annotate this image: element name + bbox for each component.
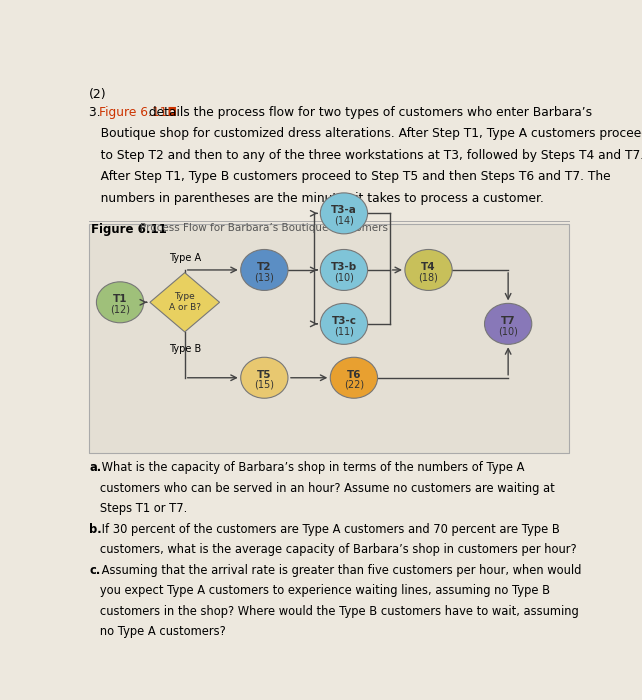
Text: Type A: Type A — [169, 253, 201, 263]
Text: After Step T1, Type B customers proceed to Step T5 and then Steps T6 and T7. The: After Step T1, Type B customers proceed … — [89, 170, 611, 183]
Text: 3.: 3. — [89, 106, 105, 118]
Text: (11): (11) — [334, 326, 354, 336]
Text: numbers in parentheses are the minutes it takes to process a customer.: numbers in parentheses are the minutes i… — [89, 192, 544, 205]
Text: (12): (12) — [110, 304, 130, 314]
Text: (13): (13) — [254, 272, 274, 282]
Text: customers, what is the average capacity of Barbara’s shop in customers per hour?: customers, what is the average capacity … — [89, 543, 577, 556]
Text: Figure 6.11◘: Figure 6.11◘ — [99, 106, 177, 118]
Text: c.: c. — [89, 564, 100, 577]
Text: to Step T2 and then to any of the three workstations at T3, followed by Steps T4: to Step T2 and then to any of the three … — [89, 148, 642, 162]
Text: (14): (14) — [334, 216, 354, 225]
Text: (2): (2) — [89, 88, 107, 101]
Ellipse shape — [485, 303, 532, 344]
Text: Type
A or B?: Type A or B? — [169, 292, 201, 312]
Text: Type B: Type B — [169, 344, 201, 354]
Text: (10): (10) — [334, 272, 354, 282]
Text: T7: T7 — [501, 316, 516, 326]
Ellipse shape — [405, 249, 452, 290]
Text: T6: T6 — [347, 370, 361, 379]
Ellipse shape — [96, 282, 144, 323]
Text: T3-b: T3-b — [331, 262, 357, 272]
Polygon shape — [150, 272, 220, 332]
Text: T3-c: T3-c — [331, 316, 356, 326]
Text: If 30 percent of the customers are Type A customers and 70 percent are Type B: If 30 percent of the customers are Type … — [98, 523, 560, 536]
Text: customers in the shop? Where would the Type B customers have to wait, assuming: customers in the shop? Where would the T… — [89, 605, 579, 617]
Text: Assuming that the arrival rate is greater than five customers per hour, when wou: Assuming that the arrival rate is greate… — [98, 564, 582, 577]
Text: T4: T4 — [421, 262, 436, 272]
Text: no Type A customers?: no Type A customers? — [89, 625, 226, 638]
Ellipse shape — [320, 249, 368, 290]
Ellipse shape — [320, 193, 368, 234]
Text: (22): (22) — [344, 380, 364, 390]
Text: T1: T1 — [113, 294, 127, 304]
Text: b.: b. — [89, 523, 102, 536]
Ellipse shape — [241, 357, 288, 398]
Text: customers who can be served in an hour? Assume no customers are waiting at: customers who can be served in an hour? … — [89, 482, 555, 495]
Ellipse shape — [330, 357, 377, 398]
Ellipse shape — [241, 249, 288, 290]
Text: T3-a: T3-a — [331, 205, 357, 216]
Text: details the process flow for two types of customers who enter Barbara’s: details the process flow for two types o… — [146, 106, 593, 118]
Text: (18): (18) — [419, 272, 438, 282]
Text: T2: T2 — [257, 262, 272, 272]
Text: (15): (15) — [254, 380, 274, 390]
Text: you expect Type A customers to experience waiting lines, assuming no Type B: you expect Type A customers to experienc… — [89, 584, 550, 597]
Text: Process Flow for Barbara’s Boutique Customers: Process Flow for Barbara’s Boutique Cust… — [140, 223, 388, 233]
Text: Steps T1 or T7.: Steps T1 or T7. — [89, 503, 187, 515]
Text: a.: a. — [89, 461, 101, 475]
Text: What is the capacity of Barbara’s shop in terms of the numbers of Type A: What is the capacity of Barbara’s shop i… — [98, 461, 525, 475]
FancyBboxPatch shape — [89, 224, 569, 453]
Text: Boutique shop for customized dress alterations. After Step T1, Type A customers : Boutique shop for customized dress alter… — [89, 127, 642, 140]
Text: T5: T5 — [257, 370, 272, 379]
Ellipse shape — [320, 303, 368, 344]
Text: (10): (10) — [498, 326, 518, 336]
Text: Figure 6.11: Figure 6.11 — [91, 223, 167, 236]
